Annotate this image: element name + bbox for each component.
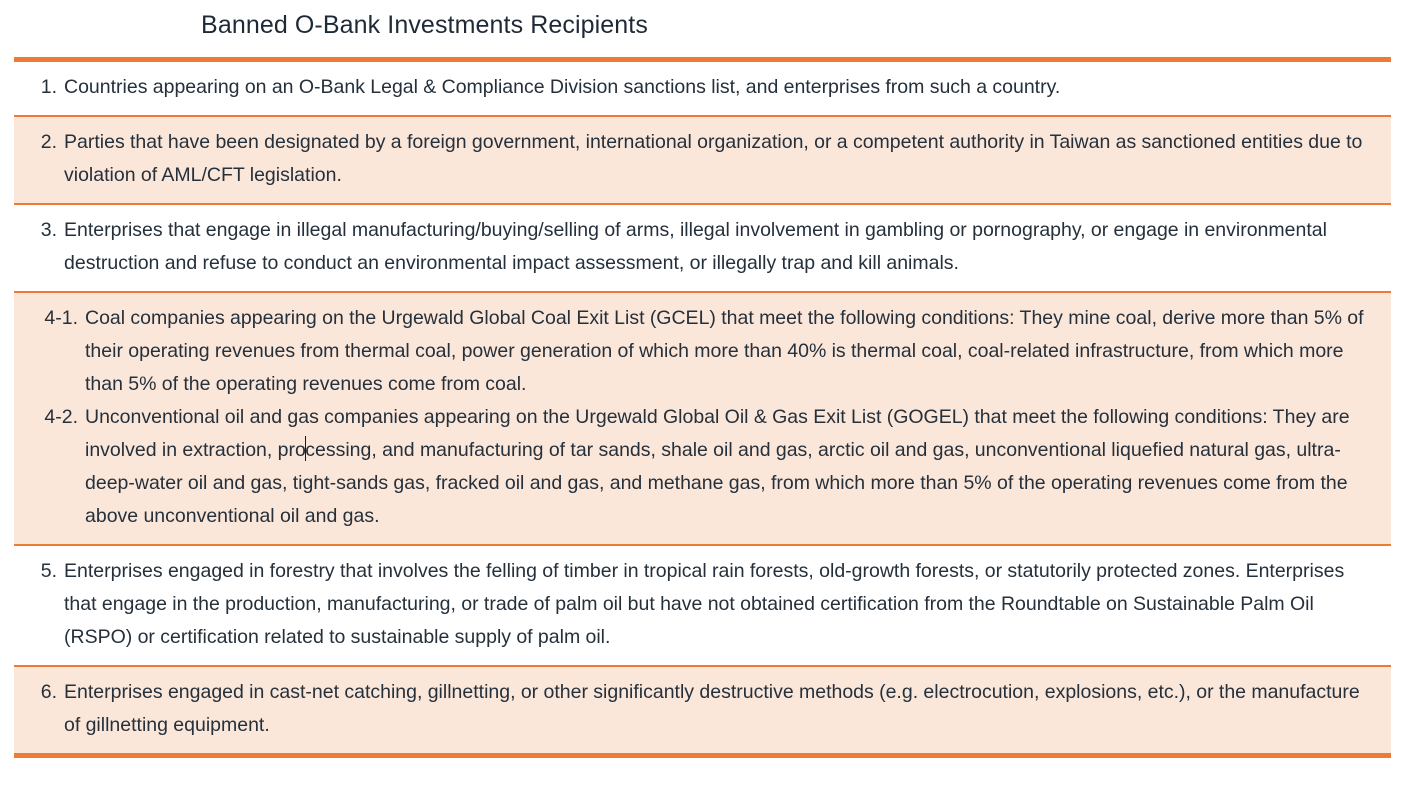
page-title: Banned O-Bank Investments Recipients: [0, 6, 1405, 44]
list-item-text: Unconventional oil and gas companies app…: [85, 401, 1377, 533]
list-item-number: 4-2.: [44, 406, 78, 428]
text-cursor-caret[interactable]: [305, 436, 307, 461]
list-item-number: 6.: [40, 681, 57, 703]
list-item: 3. Enterprises that engage in illegal man…: [28, 214, 1377, 280]
list-item-text: Countries appearing on an O-Bank Legal &…: [64, 76, 1061, 98]
list-item: 1. Countries appearing on an O-Bank Legal…: [28, 71, 1377, 104]
list-item: 4-2. Unconventional oil and gas companies…: [28, 401, 1377, 533]
list-item-text: Enterprises that engage in illegal manuf…: [64, 219, 1327, 274]
table-row: 2. Parties that have been designated by a…: [14, 117, 1391, 205]
banned-recipients-table: 1. Countries appearing on an O-Bank Legal…: [14, 57, 1391, 758]
table-row: 3. Enterprises that engage in illegal man…: [14, 205, 1391, 293]
list-item-text: Enterprises engaged in forestry that inv…: [64, 560, 1345, 648]
list-item-number: 3.: [40, 219, 57, 241]
list-item-number: 4-1.: [44, 307, 78, 329]
list-item: 4-1. Coal companies appearing on the Urge…: [28, 302, 1377, 401]
list-item-number: 2.: [40, 131, 57, 153]
list-item: 6. Enterprises engaged in cast-net catchi…: [28, 676, 1377, 742]
list-item-text-before-caret: Unconventional oil and gas companies app…: [85, 406, 1350, 461]
list-item-text-after-caret: cessing, and manufacturing of tar sands,…: [85, 439, 1348, 527]
table-row: 1. Countries appearing on an O-Bank Legal…: [14, 62, 1391, 117]
list-item-text: Coal companies appearing on the Urgewald…: [85, 307, 1364, 395]
list-item-number: 5.: [40, 560, 57, 582]
table-row: 4-1. Coal companies appearing on the Urge…: [14, 293, 1391, 546]
list-item-text: Enterprises engaged in cast-net catching…: [64, 681, 1360, 736]
page-title-text: Banned O-Bank Investments Recipients: [201, 11, 648, 39]
list-item-text: Parties that have been designated by a f…: [64, 131, 1363, 186]
table-row: 5. Enterprises engaged in forestry that i…: [14, 546, 1391, 667]
table-row: 6. Enterprises engaged in cast-net catchi…: [14, 667, 1391, 753]
list-item: 2. Parties that have been designated by a…: [28, 126, 1377, 192]
list-item-number: 1.: [40, 76, 57, 98]
list-item: 5. Enterprises engaged in forestry that i…: [28, 555, 1377, 654]
